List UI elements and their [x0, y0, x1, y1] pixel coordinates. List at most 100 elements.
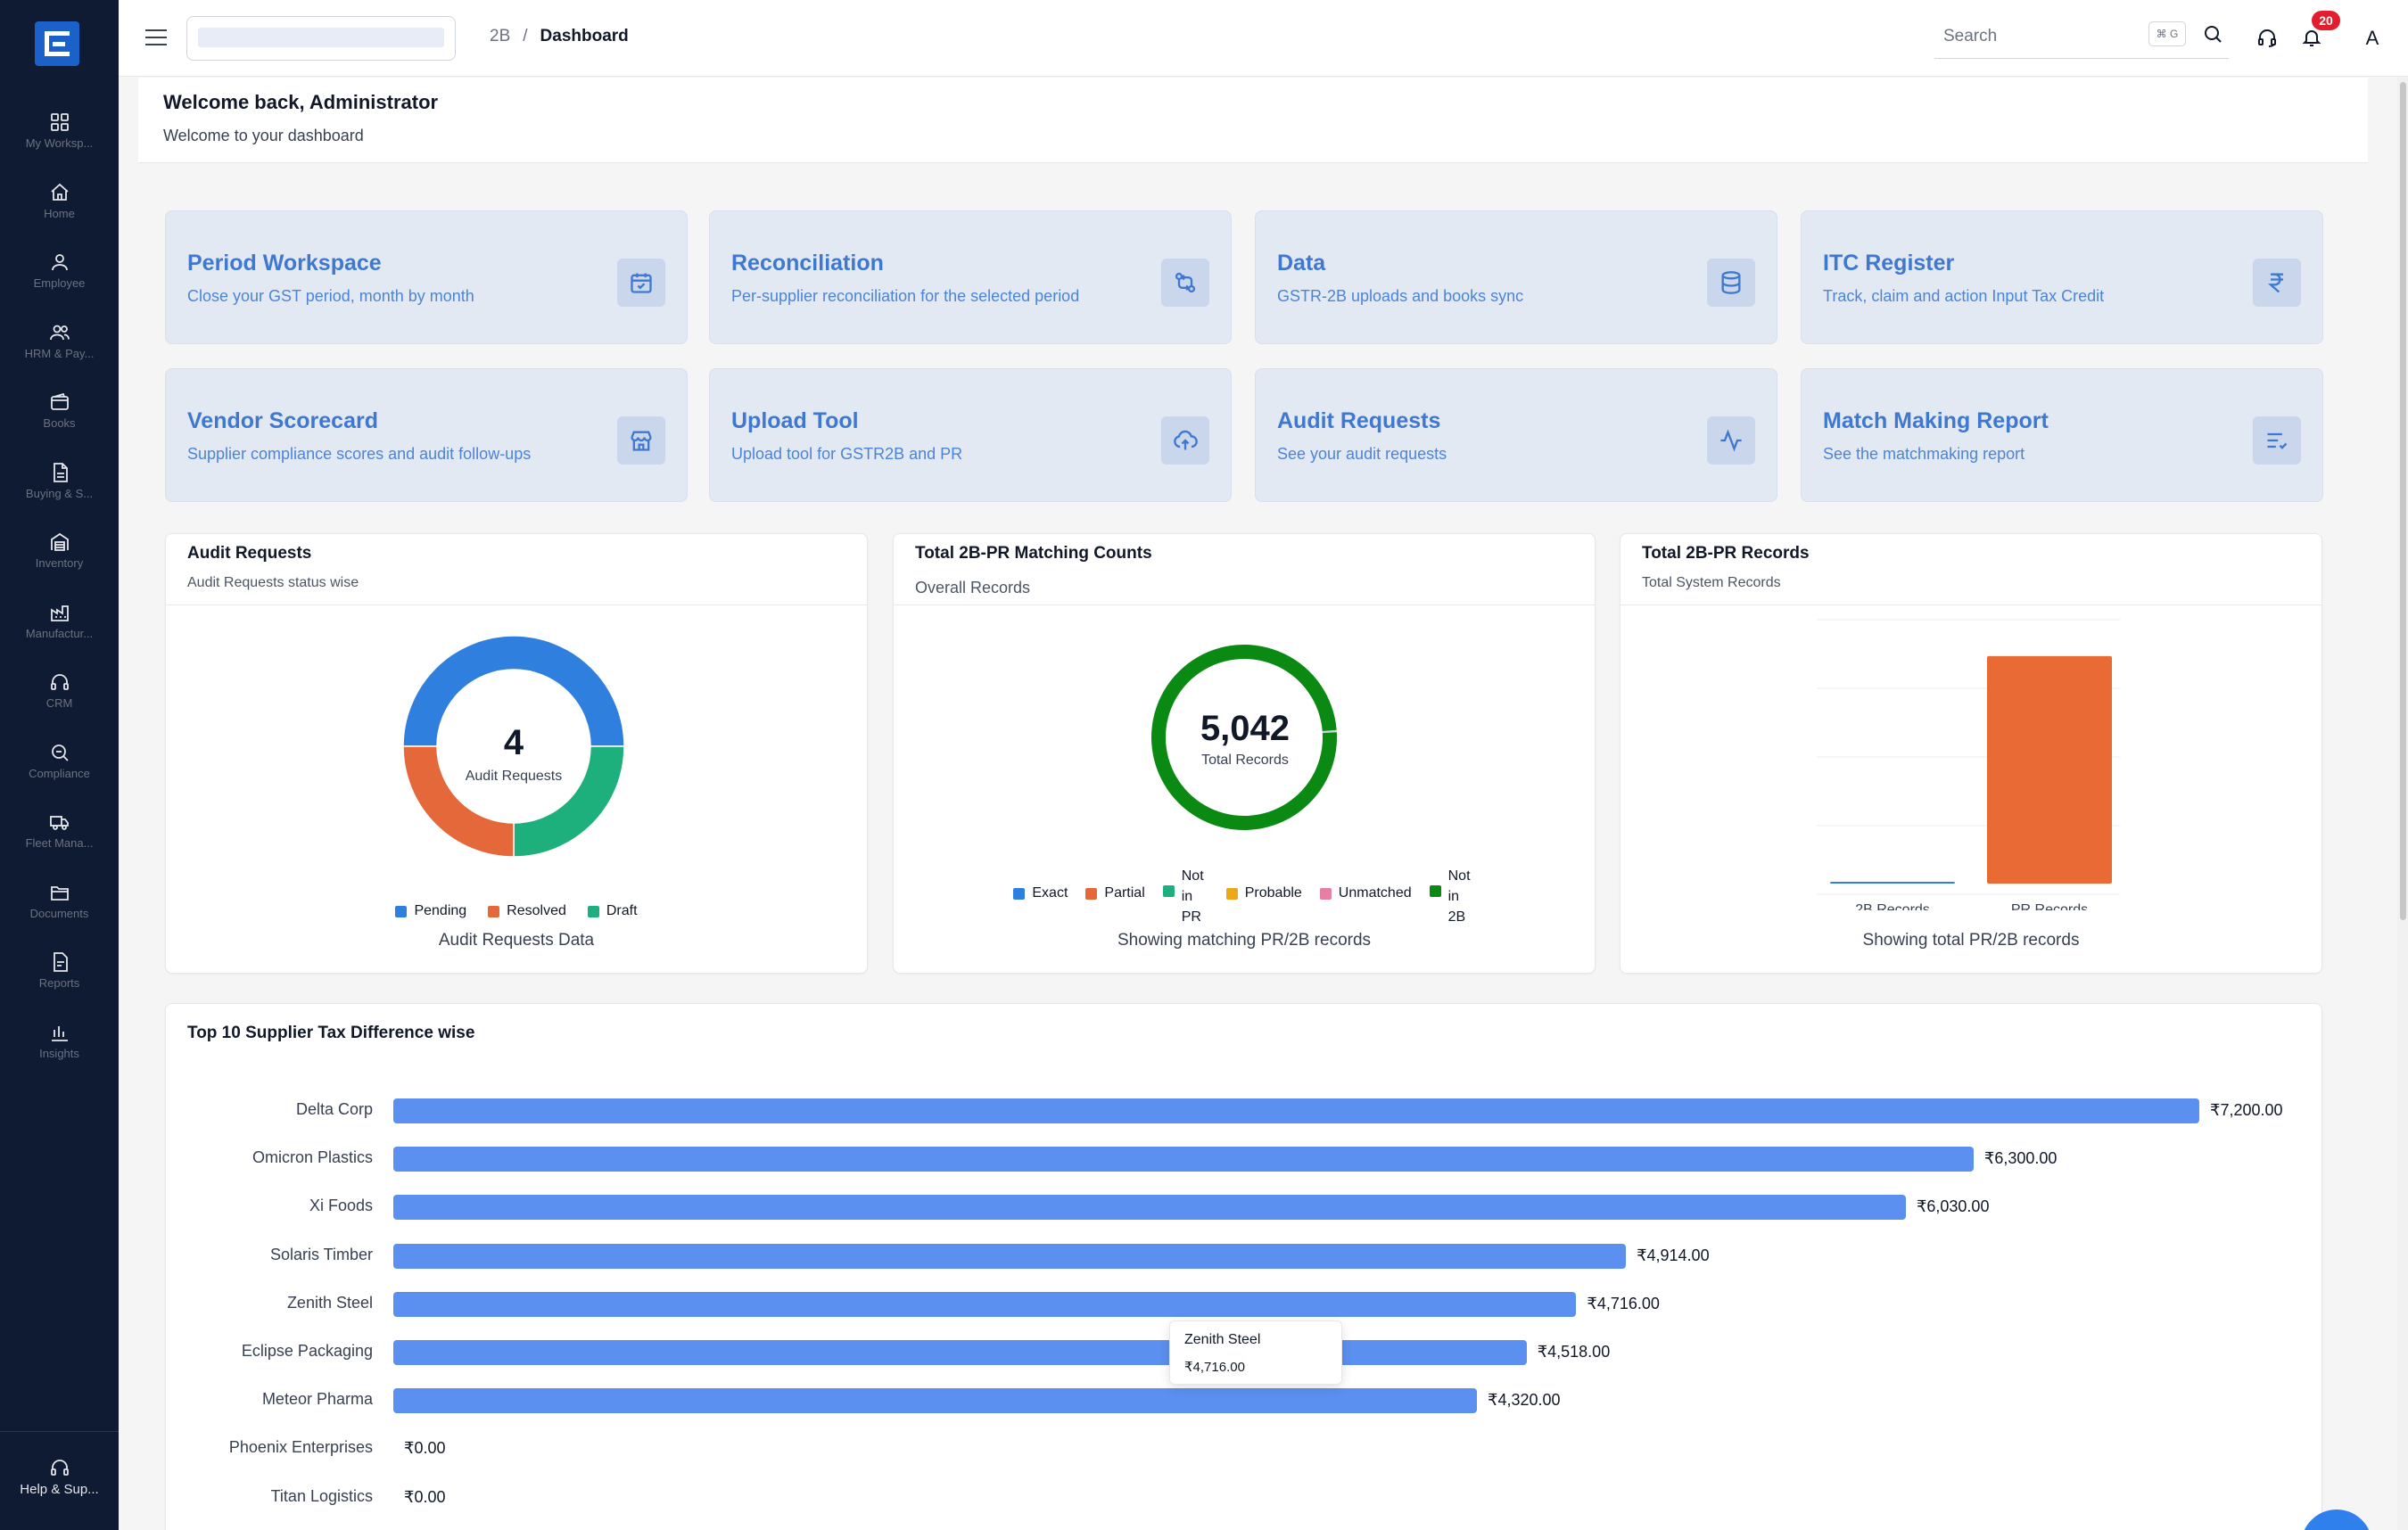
user-icon [51, 254, 68, 271]
data-label: ₹6,300.00 [1983, 1149, 2058, 1168]
sidebar-item-label: Employee [33, 276, 86, 290]
card-icon-button[interactable] [2253, 416, 2301, 465]
breadcrumb-link-2b[interactable]: 2B [490, 27, 511, 45]
legend-item-probable[interactable]: Probable [1225, 885, 1302, 901]
sidebar-item[interactable]: Buying & S... [0, 457, 119, 528]
sidebar-item[interactable]: My Worksp... [0, 107, 119, 177]
supplier-bar[interactable] [393, 1291, 1577, 1317]
sidebar-item-label: Manufactur... [25, 626, 94, 640]
card-description: GSTR-2B uploads and books sync [1277, 287, 1524, 305]
y-tick-label: Eclipse Packaging [241, 1342, 373, 1360]
audit-total-label: Audit Requests [465, 769, 563, 784]
app-logo[interactable] [35, 21, 79, 66]
bar-2b-records[interactable] [1830, 882, 1955, 884]
panel-title: Total 2B-PR Records [1642, 544, 1810, 563]
sidebar-item[interactable]: Inventory [0, 527, 119, 597]
supplier-bar[interactable] [393, 1388, 1477, 1414]
total-records-panel: Total 2B-PR Records Total System Records… [1620, 533, 2322, 974]
matching-legend: Exact Partial Not in PR Probable Unmatch… [894, 866, 1595, 927]
data-label: ₹7,200.00 [2210, 1101, 2283, 1119]
legend-item-draft[interactable]: Draft [587, 903, 638, 919]
sidebar-item-label: Buying & S... [25, 486, 94, 500]
y-tick-label: Zenith Steel [286, 1293, 373, 1312]
floating-action-button[interactable] [2301, 1509, 2372, 1530]
audit-legend: Pending Resolved Draft [166, 903, 867, 919]
supplier-bar[interactable] [393, 1195, 1906, 1221]
card-icon-button[interactable] [617, 416, 665, 465]
card-icon-button[interactable] [1161, 259, 1209, 307]
sidebar-item[interactable]: CRM [0, 667, 119, 737]
card-icon-button[interactable] [1161, 416, 1209, 465]
search-input[interactable] [1943, 27, 2140, 46]
notifications-button[interactable]: 20 [2299, 11, 2340, 50]
card-icon-button[interactable] [1707, 416, 1755, 465]
search-shortcut: ⌘ G [2148, 21, 2186, 46]
card-icon-button[interactable] [2253, 259, 2301, 307]
donut-center: 4 Audit Requests [425, 723, 603, 785]
quick-link-card[interactable]: Vendor Scorecard Supplier compliance scor… [165, 368, 688, 502]
legend-label: Probable [1244, 885, 1302, 901]
sidebar-item[interactable]: Manufactur... [0, 597, 119, 668]
swap-icon [1175, 272, 1196, 293]
supplier-bar[interactable] [393, 1243, 1627, 1269]
sidebar-item[interactable]: Documents [0, 877, 119, 948]
y-tick-label: Phoenix Enterprises [228, 1438, 373, 1457]
matching-donut-chart [1151, 645, 1337, 831]
database-icon [1721, 271, 1741, 294]
supplier-bar[interactable] [393, 1098, 2199, 1123]
quick-link-card[interactable]: Reconciliation Per-supplier reconciliatio… [709, 210, 1232, 344]
legend-item-partial[interactable]: Partial [1085, 885, 1145, 901]
notification-badge: 20 [2312, 11, 2340, 30]
matching-total-label: Total Records [1201, 753, 1289, 768]
matching-slice-probable[interactable] [1322, 729, 1337, 734]
company-selector[interactable] [186, 16, 456, 61]
legend-item-pending[interactable]: Pending [395, 903, 466, 919]
card-description: Supplier compliance scores and audit fol… [187, 445, 532, 463]
rupee-icon [2267, 273, 2283, 293]
sidebar-item[interactable]: Home [0, 177, 119, 248]
headset-icon [50, 1460, 69, 1476]
tooltip-value: ₹4,716.00 [1184, 1360, 1245, 1375]
quick-link-card[interactable]: Upload Tool Upload tool for GSTR2B and PR [709, 368, 1232, 502]
card-description: Upload tool for GSTR2B and PR [731, 445, 963, 463]
sidebar-item[interactable]: Reports [0, 947, 119, 1017]
audit-slice-pending[interactable] [402, 635, 625, 747]
quick-link-card[interactable]: Match Making Report See the matchmaking r… [1801, 368, 2323, 502]
scrollbar-thumb[interactable] [2400, 82, 2406, 920]
card-description: Per-supplier reconciliation for the sele… [731, 287, 1080, 305]
sidebar-item[interactable]: Compliance [0, 737, 119, 808]
sidebar-item[interactable]: Books [0, 387, 119, 457]
avatar[interactable]: A [2365, 27, 2379, 49]
quick-link-card[interactable]: Audit Requests See your audit requests [1255, 368, 1777, 502]
legend-item-unmatched[interactable]: Unmatched [1319, 885, 1412, 901]
card-title: Audit Requests [1277, 408, 1441, 433]
supplier-bar[interactable] [393, 1340, 1527, 1365]
quick-link-card[interactable]: Period Workspace Close your GST period, m… [165, 210, 688, 344]
card-icon-button[interactable] [617, 259, 665, 307]
sidebar-item[interactable]: Employee [0, 247, 119, 317]
data-label: ₹0.00 [404, 1487, 446, 1506]
legend-item-resolved[interactable]: Resolved [488, 903, 566, 919]
quick-link-card[interactable]: Data GSTR-2B uploads and books sync [1255, 210, 1777, 344]
sidebar-item[interactable]: Insights [0, 1017, 119, 1088]
records-bar-chart: 2B Records PR Records [1817, 619, 2120, 910]
quick-link-card[interactable]: ITC Register Track, claim and action Inpu… [1801, 210, 2323, 344]
menu-toggle-icon[interactable] [145, 27, 167, 48]
data-label: ₹6,030.00 [1916, 1197, 1990, 1216]
support-button[interactable] [2255, 25, 2280, 50]
card-icon-button[interactable] [1707, 259, 1755, 307]
legend-item-not-in-pr[interactable]: Not in PR [1162, 866, 1208, 927]
bar-pr-records[interactable] [1987, 655, 2112, 884]
card-description: See your audit requests [1277, 445, 1447, 463]
sidebar-item[interactable]: HRM & Pay... [0, 317, 119, 388]
sidebar-item[interactable]: Fleet Mana... [0, 807, 119, 877]
card-title: Upload Tool [731, 408, 859, 433]
calendar-check-icon [631, 273, 652, 293]
store-icon [631, 431, 652, 451]
sidebar-item-help[interactable]: Help & Sup... [0, 1431, 119, 1497]
legend-item-not-in-2b[interactable]: Not in 2B [1429, 866, 1475, 927]
audit-slice-resolved[interactable] [402, 745, 515, 858]
supplier-bar[interactable] [393, 1147, 1974, 1172]
legend-item-exact[interactable]: Exact [1013, 885, 1068, 901]
search-button[interactable] [2200, 21, 2225, 46]
